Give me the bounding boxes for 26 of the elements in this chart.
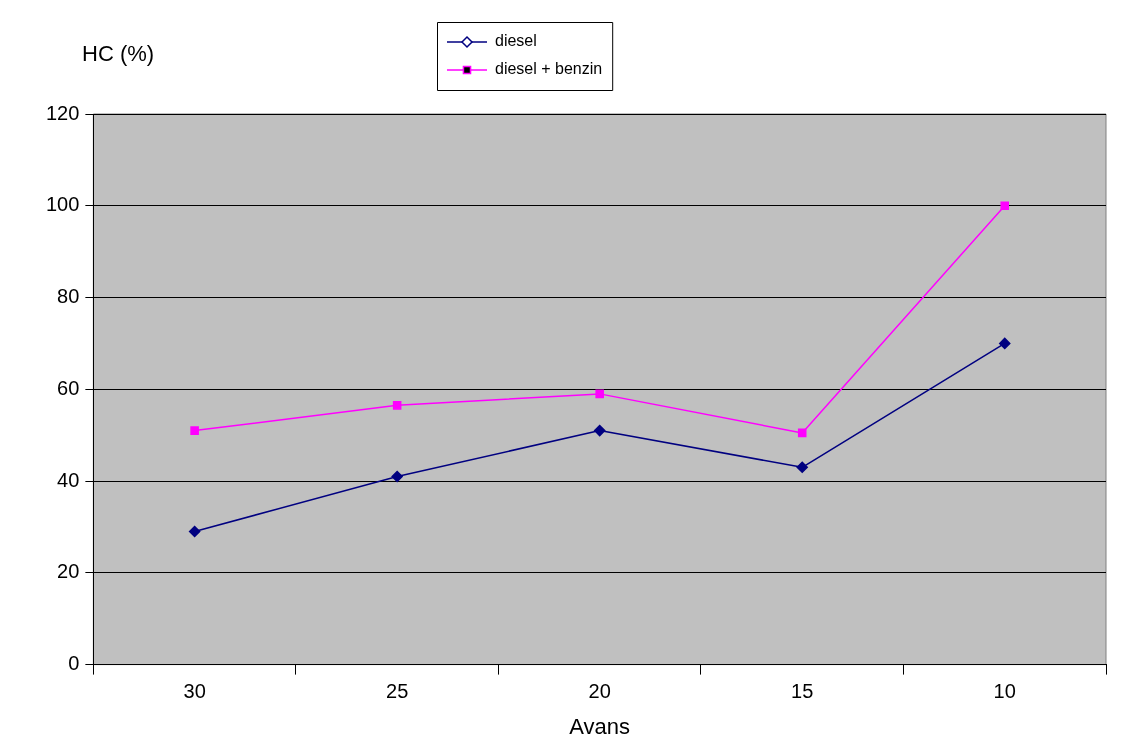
y-tick-label: 40: [57, 468, 80, 491]
legend-label: diesel: [495, 32, 537, 50]
x-tick-label: 10: [993, 680, 1016, 703]
y-tick-label: 60: [57, 376, 80, 399]
y-tick-label: 0: [68, 652, 80, 675]
legend-label: diesel + benzin: [495, 60, 603, 78]
y-tick-label: 80: [57, 285, 80, 308]
y-tick-label: 20: [57, 560, 80, 583]
x-axis-title: Avans: [569, 713, 631, 739]
x-tick-label: 20: [588, 680, 611, 703]
y-axis-title: HC (%): [82, 41, 155, 67]
point: [796, 461, 808, 474]
y-tick-label: 120: [45, 101, 80, 124]
point: [1000, 201, 1010, 211]
point: [593, 424, 606, 437]
point: [391, 470, 403, 483]
point: [190, 426, 199, 435]
point: [797, 428, 807, 438]
x-tick-label: 15: [791, 680, 814, 703]
x-tick-label: 25: [386, 680, 409, 703]
point: [392, 401, 402, 410]
point: [595, 389, 604, 399]
y-tick-label: 100: [45, 193, 80, 216]
x-tick-label: 30: [183, 680, 206, 703]
point: [188, 525, 201, 538]
point: [998, 337, 1011, 350]
